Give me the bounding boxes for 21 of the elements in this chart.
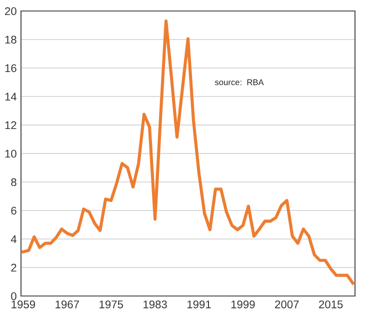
x-tick-label: 1975	[100, 300, 123, 308]
x-tick-label: 1983	[144, 300, 167, 308]
x-tick-label: 2007	[275, 300, 299, 308]
y-tick-label: 14	[5, 92, 17, 101]
y-tick-label: 0	[11, 292, 16, 300]
y-tick-label: 4	[10, 235, 17, 244]
annotation: source: RBA	[214, 79, 264, 86]
y-tick-label: 2	[11, 264, 16, 272]
y-tick-label: 20	[5, 7, 16, 16]
y-tick-label: 18	[5, 36, 16, 44]
y-tick-label: 8	[11, 178, 16, 186]
y-tick-label: 16	[5, 64, 16, 72]
x-tick-label: 1999	[231, 300, 255, 308]
y-tick-label: 10	[5, 150, 16, 158]
x-tick-label: 1967	[56, 300, 79, 308]
x-tick-label: 1991	[187, 300, 211, 308]
line-series	[22, 19, 354, 285]
y-tick-label: 12	[5, 121, 16, 130]
y-tick-label: 6	[11, 206, 16, 215]
x-tick-label: 2015	[319, 300, 343, 308]
x-tick-label: 1959	[12, 300, 36, 308]
